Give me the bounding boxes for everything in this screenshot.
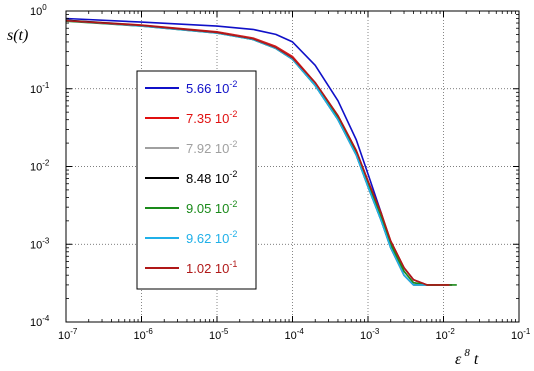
series-layer: [65, 17, 457, 286]
x-tick-label-base: 10: [134, 330, 146, 342]
y-tick-label-exp: -2: [42, 159, 50, 168]
legend-label: 9.62 10-2: [186, 229, 237, 246]
x-tick-label-base: 10: [436, 330, 448, 342]
x-axis-label-base: ε: [455, 351, 462, 368]
x-tick-label: 10-1: [511, 327, 531, 342]
legend-label: 5.66 10-2: [186, 79, 237, 96]
y-tick-label: 10-4: [30, 314, 50, 329]
x-tick-label-base: 10: [209, 330, 221, 342]
legend-label-value: 8.48 10: [186, 171, 229, 186]
y-axis-label: s(t): [7, 27, 28, 44]
y-tick-label: 100: [30, 3, 47, 18]
x-axis-label-var: t: [474, 351, 479, 368]
legend-label-value: 5.66 10: [186, 81, 229, 96]
y-tick-label-base: 10: [30, 317, 42, 329]
legend-label: 9.05 10-2: [186, 199, 237, 216]
legend-label: 7.35 10-2: [186, 109, 237, 126]
x-tick-label-exp: -3: [372, 327, 380, 336]
y-tick-label-base: 10: [30, 239, 42, 251]
legend-box: [136, 70, 257, 290]
y-tick-label-base: 10: [30, 84, 42, 96]
series-line-7: [65, 19, 450, 286]
x-tick-label-base: 10: [58, 330, 70, 342]
legend-label-exp: -2: [229, 139, 237, 149]
legend-label-exp: -2: [229, 229, 237, 239]
legend-label-value: 7.92 10: [186, 141, 229, 156]
x-tick-label-base: 10: [360, 330, 372, 342]
x-tick-label: 10-3: [360, 327, 380, 342]
y-tick-label: 10-2: [30, 159, 50, 174]
legend-label-exp: -2: [229, 109, 237, 119]
x-tick-label-exp: -1: [523, 327, 531, 336]
x-tick-label-exp: -5: [221, 327, 229, 336]
legend-label-value: 9.05 10: [186, 201, 229, 216]
x-tick-label: 10-7: [58, 327, 78, 342]
y-tick-label-base: 10: [30, 162, 42, 174]
legend-label-exp: -2: [229, 169, 237, 179]
legend-label: 1.02 10-1: [186, 259, 237, 276]
y-tick-label: 10-1: [30, 81, 50, 96]
legend: 5.66 10-27.35 10-27.92 10-28.48 10-29.05…: [136, 70, 257, 290]
legend-label-value: 1.02 10: [186, 261, 229, 276]
tick-labels: 10-7 10-6 10-5 10-4 10-3 10-2 10-110-410-310-2…: [30, 3, 531, 342]
x-tick-label-exp: -4: [297, 327, 305, 336]
legend-label-exp: -2: [229, 79, 237, 89]
x-axis-label-exp: 8: [464, 347, 470, 359]
x-tick-label: 10-6: [134, 327, 154, 342]
legend-label-exp: -2: [229, 199, 237, 209]
legend-label: 7.92 10-2: [186, 139, 237, 156]
x-tick-label-exp: -7: [70, 327, 78, 336]
legend-label-exp: -1: [229, 259, 237, 269]
x-tick-label-exp: -6: [146, 327, 154, 336]
y-tick-label-exp: -1: [42, 81, 50, 90]
y-tick-label-exp: -4: [42, 314, 50, 323]
legend-label-value: 7.35 10: [186, 111, 229, 126]
x-tick-label: 10-5: [209, 327, 229, 342]
legend-items: 5.66 10-27.35 10-27.92 10-28.48 10-29.05…: [145, 79, 237, 276]
ticks: [65, 10, 520, 323]
x-tick-label-exp: -2: [448, 327, 456, 336]
legend-label: 8.48 10-2: [186, 169, 237, 186]
y-tick-label-exp: -3: [42, 236, 50, 245]
y-tick-label-exp: 0: [42, 3, 47, 12]
legend-label-value: 9.62 10: [186, 231, 229, 246]
x-tick-label-base: 10: [285, 330, 297, 342]
x-tick-label-base: 10: [511, 330, 523, 342]
x-tick-label: 10-2: [436, 327, 456, 342]
x-tick-label: 10-4: [285, 327, 305, 342]
y-tick-label-base: 10: [30, 6, 42, 18]
y-tick-label: 10-3: [30, 236, 50, 251]
